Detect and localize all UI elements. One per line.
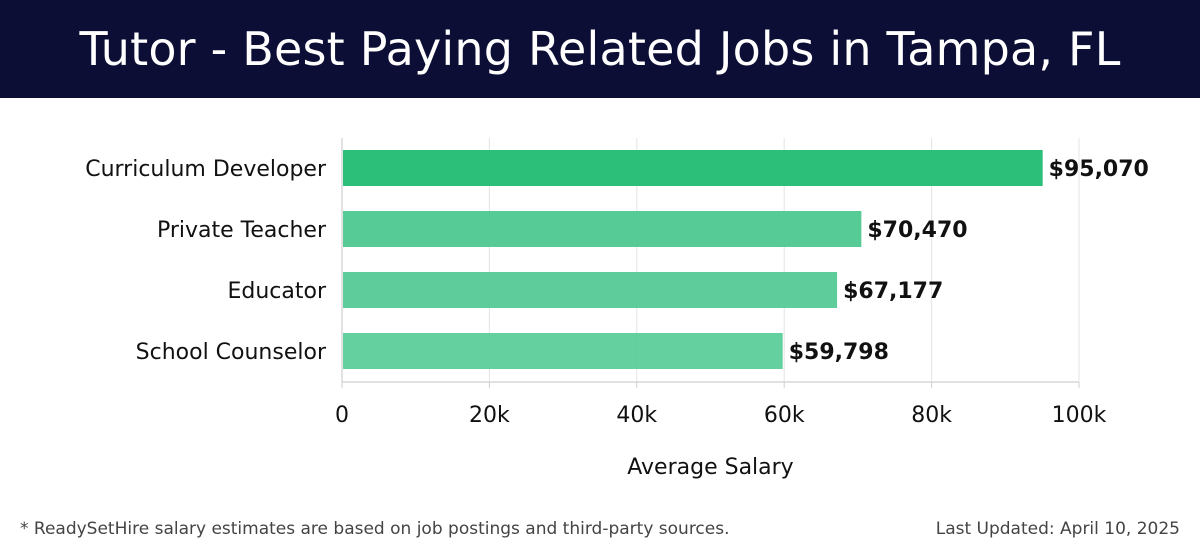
chart-title: Tutor - Best Paying Related Jobs in Tamp… bbox=[79, 22, 1121, 76]
x-tick-label: 100k bbox=[1052, 403, 1107, 428]
chart-header: Tutor - Best Paying Related Jobs in Tamp… bbox=[0, 0, 1200, 98]
x-tick-label: 40k bbox=[616, 403, 657, 428]
category-label: School Counselor bbox=[136, 340, 327, 365]
bar bbox=[343, 272, 838, 308]
x-axis-title: Average Salary bbox=[627, 455, 793, 480]
bar-value-label: $59,798 bbox=[789, 340, 889, 365]
footer-note: * ReadySetHire salary estimates are base… bbox=[20, 519, 730, 539]
category-label: Educator bbox=[227, 279, 326, 304]
bar bbox=[343, 333, 783, 369]
bar bbox=[343, 150, 1043, 186]
x-tick-label: 20k bbox=[469, 403, 510, 428]
bar bbox=[343, 211, 862, 247]
x-tick-label: 60k bbox=[764, 403, 805, 428]
category-label: Curriculum Developer bbox=[85, 157, 327, 182]
bar-value-label: $67,177 bbox=[843, 279, 943, 304]
x-tick-label: 0 bbox=[335, 403, 349, 428]
bar-value-label: $70,470 bbox=[867, 218, 967, 243]
x-tick-label: 80k bbox=[911, 403, 952, 428]
category-label: Private Teacher bbox=[157, 218, 327, 243]
last-updated: Last Updated: April 10, 2025 bbox=[935, 519, 1180, 539]
bar-value-label: $95,070 bbox=[1049, 157, 1149, 182]
salary-bar-chart: 0 20k 40k 60k 80k 100k Curriculum Developer $95… bbox=[85, 138, 1149, 480]
